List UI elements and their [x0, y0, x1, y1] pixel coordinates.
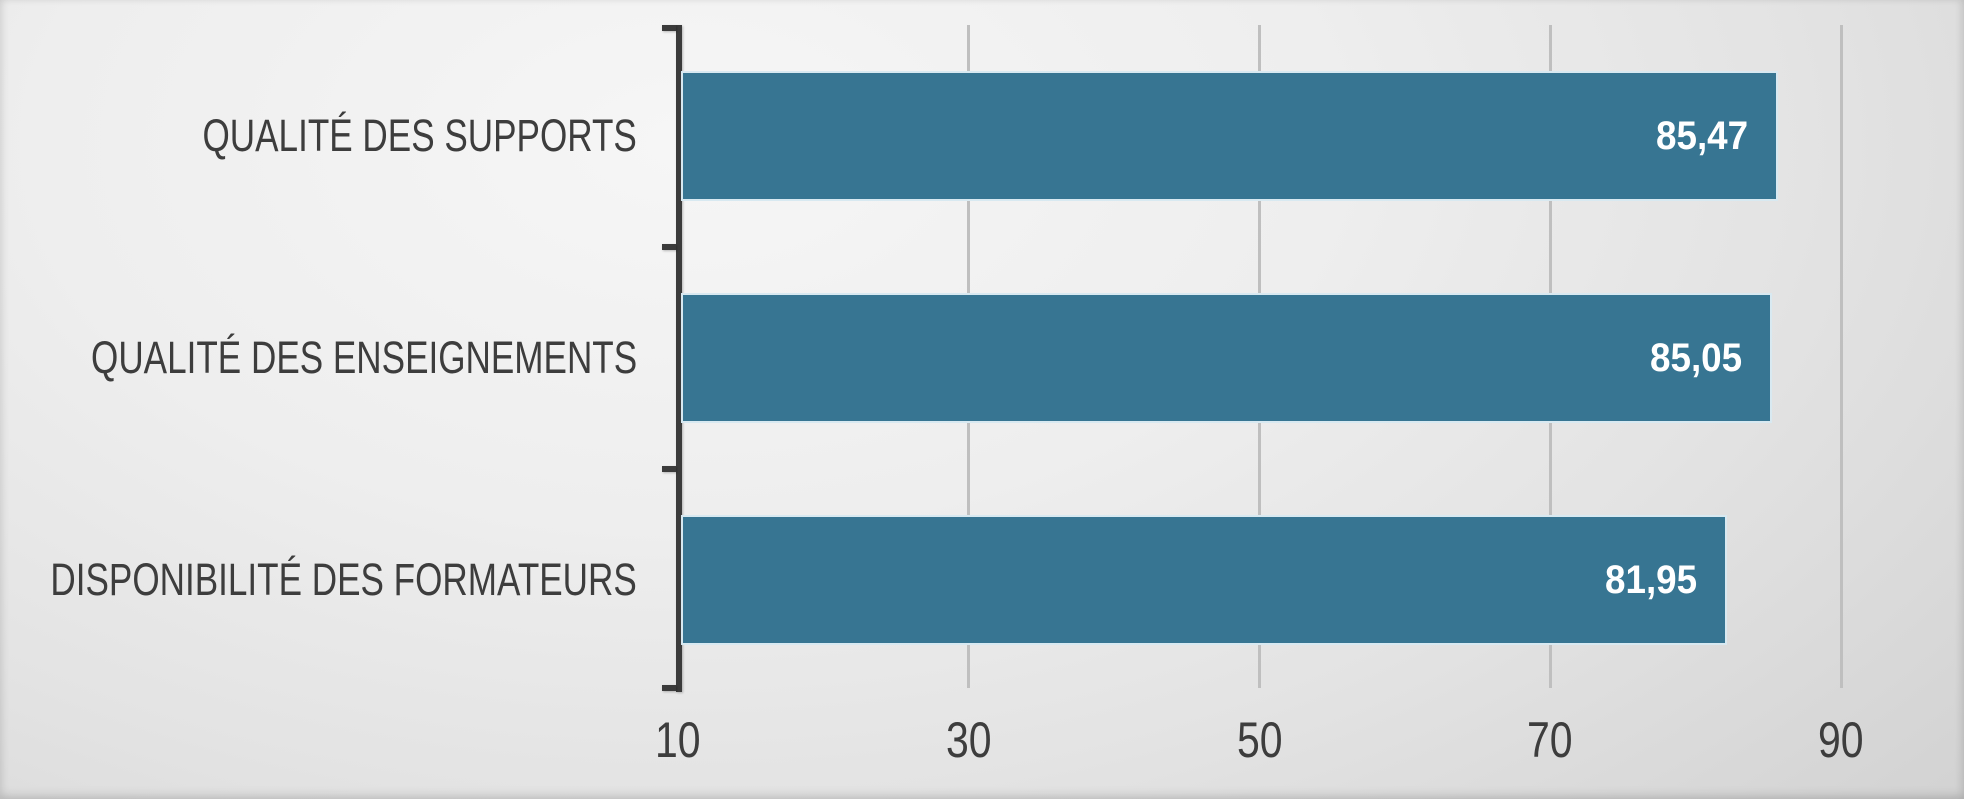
y-axis-tick: [662, 244, 676, 250]
gridline-90: [1839, 25, 1843, 688]
y-axis-line: [676, 25, 682, 692]
category-label-text: QUALITÉ DES ENSEIGNEMENTS: [90, 332, 637, 383]
x-axis-label-90: 90: [1766, 710, 1916, 770]
category-label-qualite-des-enseignements: QUALITÉ DES ENSEIGNEMENTS: [0, 293, 637, 423]
x-axis-label-text: 30: [945, 712, 992, 768]
bar-value-label: 81,95: [1604, 557, 1697, 602]
category-label-text: QUALITÉ DES SUPPORTS: [202, 110, 637, 161]
x-axis-label-50: 50: [1185, 710, 1335, 770]
bar-value-label: 85,47: [1656, 113, 1749, 158]
bar-disponibilite-des-formateurs: 81,95: [681, 515, 1727, 645]
x-axis-label-10: 10: [603, 710, 753, 770]
x-axis-label-text: 90: [1818, 712, 1864, 768]
x-axis-label-70: 70: [1475, 710, 1625, 770]
x-axis-label-text: 70: [1527, 712, 1574, 768]
y-axis-tick: [662, 25, 676, 31]
bar-qualite-des-supports: 85,47: [681, 71, 1779, 201]
x-axis-label-30: 30: [894, 710, 1044, 770]
bar-qualite-des-enseignements: 85,05: [681, 293, 1773, 423]
y-axis-tick: [662, 685, 676, 691]
x-axis-label-text: 10: [655, 712, 701, 768]
category-label-text: DISPONIBILITÉ DES FORMATEURS: [50, 554, 637, 605]
category-label-disponibilite-des-formateurs: DISPONIBILITÉ DES FORMATEURS: [0, 515, 637, 645]
bar-value-label: 85,05: [1649, 335, 1743, 380]
y-axis-tick: [662, 466, 676, 472]
x-axis-label-text: 50: [1236, 712, 1283, 768]
category-label-qualite-des-supports: QUALITÉ DES SUPPORTS: [0, 71, 637, 201]
